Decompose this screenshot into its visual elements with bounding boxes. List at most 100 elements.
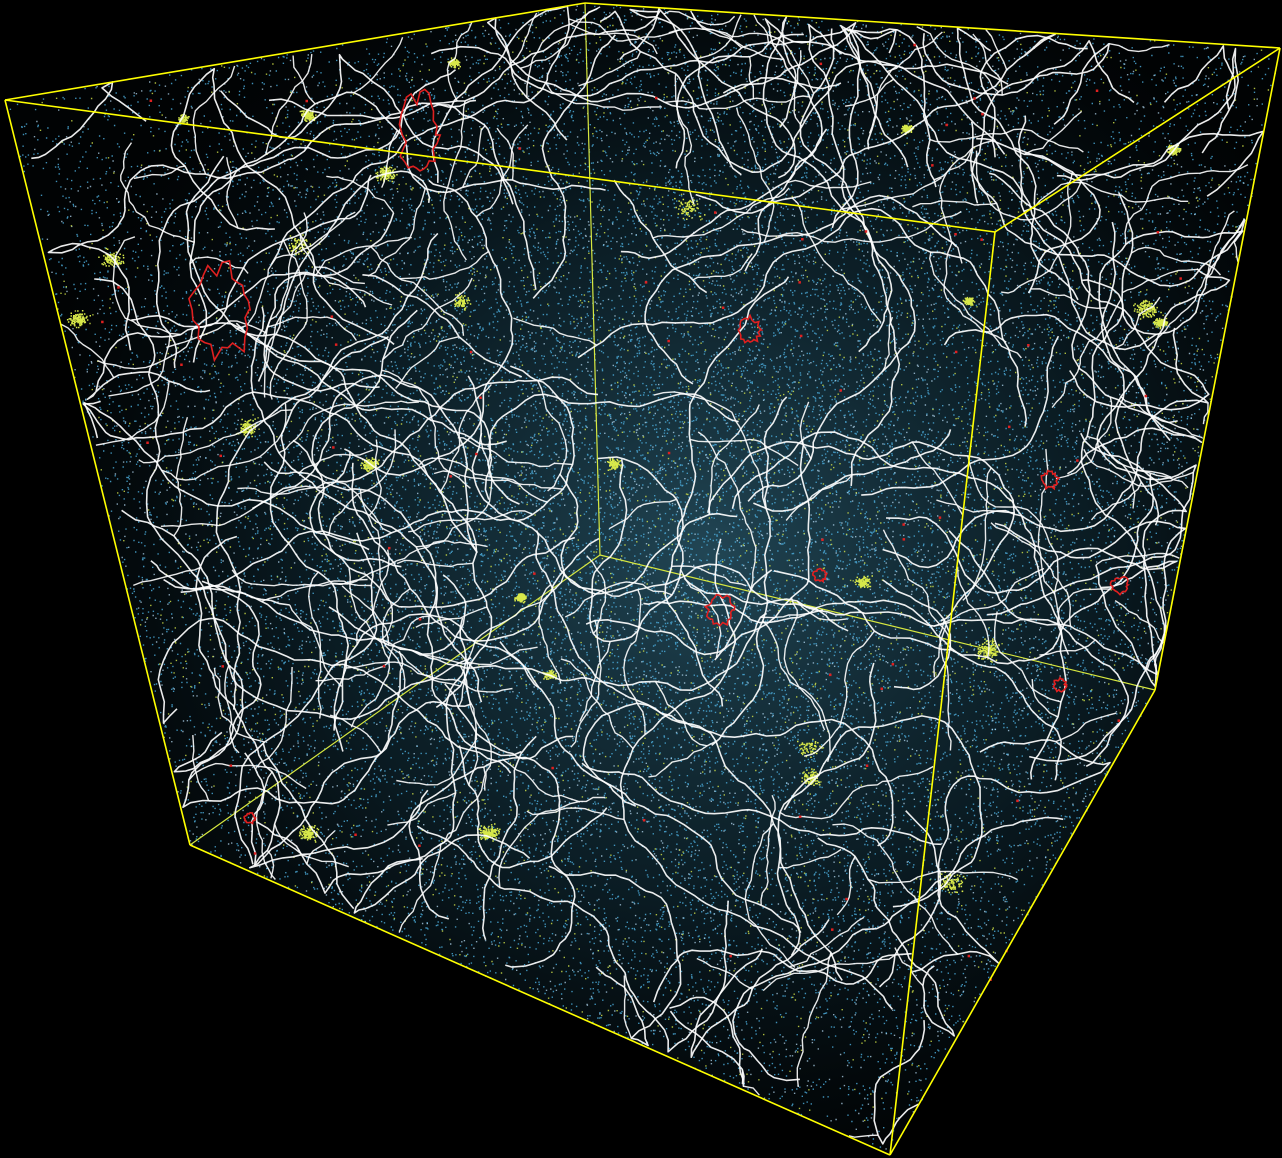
filament — [882, 327, 1209, 569]
filament-branch — [328, 429, 397, 536]
filament-branch — [803, 630, 875, 757]
red-particle — [305, 99, 308, 103]
red-loop — [811, 567, 828, 584]
filament-branch — [462, 125, 486, 188]
red-particle — [418, 844, 421, 847]
filament — [47, 99, 477, 351]
red-particle — [981, 112, 984, 116]
red-particle — [913, 43, 916, 47]
filament — [695, 33, 1056, 214]
filament-branch — [796, 600, 847, 621]
filament — [268, 8, 742, 176]
filament-branch — [189, 256, 249, 274]
filament-branch — [748, 56, 755, 100]
red-particle — [954, 233, 957, 236]
filament — [979, 34, 1088, 158]
filament — [976, 137, 1101, 294]
red-particle — [1156, 231, 1160, 234]
filament-branch — [437, 766, 486, 847]
filament — [753, 429, 952, 512]
red-particle — [729, 954, 732, 958]
filament-branch — [787, 179, 872, 189]
filament — [1080, 432, 1187, 688]
filament-branch — [623, 589, 646, 735]
filament — [861, 335, 1060, 496]
red-particle — [931, 164, 934, 167]
filament-branch — [697, 431, 757, 590]
filament-branch — [579, 641, 611, 722]
filament — [783, 662, 877, 811]
filament — [773, 473, 1154, 665]
filament-branch — [262, 212, 308, 337]
red-particle — [334, 343, 338, 346]
filament — [532, 34, 616, 299]
filament-branch — [457, 437, 573, 468]
red-loop — [1040, 469, 1061, 491]
filament-branch — [936, 499, 1015, 514]
filament — [848, 28, 1158, 351]
filament-branch — [1051, 298, 1122, 409]
filament — [548, 865, 682, 1047]
filament-branch — [254, 666, 293, 770]
filament-branch — [568, 18, 683, 42]
red-particle — [1027, 344, 1030, 347]
filament — [309, 451, 576, 609]
filament-branch — [97, 329, 194, 370]
filament-branch — [1136, 469, 1189, 489]
filament-branch — [348, 567, 391, 728]
filament-branch — [1023, 110, 1083, 155]
yellow-clump — [447, 57, 461, 70]
filament-branch — [933, 567, 1045, 627]
filament-branch — [1037, 448, 1064, 626]
filament — [956, 27, 1079, 301]
red-particle — [798, 281, 801, 284]
filament-branch — [292, 55, 316, 105]
filament-branch — [560, 658, 634, 750]
filament-branch — [1121, 268, 1199, 294]
filament-branch — [623, 975, 632, 1039]
filament-branch — [410, 646, 538, 666]
red-loop — [1109, 575, 1131, 596]
filament — [675, 33, 804, 169]
filament-branch — [308, 571, 322, 719]
red-loop — [1052, 676, 1068, 693]
filament — [581, 762, 942, 846]
filament-branch — [108, 334, 171, 397]
filament-branch — [1030, 288, 1107, 309]
filament-branch — [1114, 296, 1161, 349]
filament-branch — [356, 549, 390, 645]
filament-branch — [696, 957, 753, 990]
filament — [430, 40, 1009, 97]
filament — [669, 996, 745, 1087]
filament — [777, 715, 983, 981]
yellow-clump — [514, 593, 527, 604]
filament — [269, 232, 439, 752]
filament-branch — [994, 611, 1062, 703]
red-particle — [973, 97, 976, 100]
filament-branch — [762, 620, 831, 762]
red-particle — [655, 96, 658, 100]
filament-branch — [353, 36, 404, 94]
filament-branch — [367, 188, 426, 277]
filament — [234, 532, 378, 865]
filament-branch — [760, 602, 837, 619]
filament-branch — [459, 665, 492, 791]
filament-branch — [60, 323, 115, 379]
red-particle — [418, 618, 422, 621]
filament-branch — [938, 619, 952, 751]
filament-branch — [1090, 481, 1142, 521]
filament — [644, 194, 957, 385]
cube-volume-glow — [5, 3, 1280, 1155]
filament-branch — [331, 540, 488, 585]
yellow-clump — [900, 124, 915, 135]
filament-branch — [962, 467, 992, 601]
red-particle — [839, 389, 842, 392]
filament-branch — [278, 400, 419, 454]
filament-branch — [783, 597, 826, 731]
filament — [969, 121, 1246, 336]
filament-branch — [192, 65, 236, 175]
filament-branch — [744, 823, 796, 968]
red-particle — [902, 538, 906, 541]
filament-branch — [916, 26, 999, 93]
filament-branch — [608, 498, 677, 530]
